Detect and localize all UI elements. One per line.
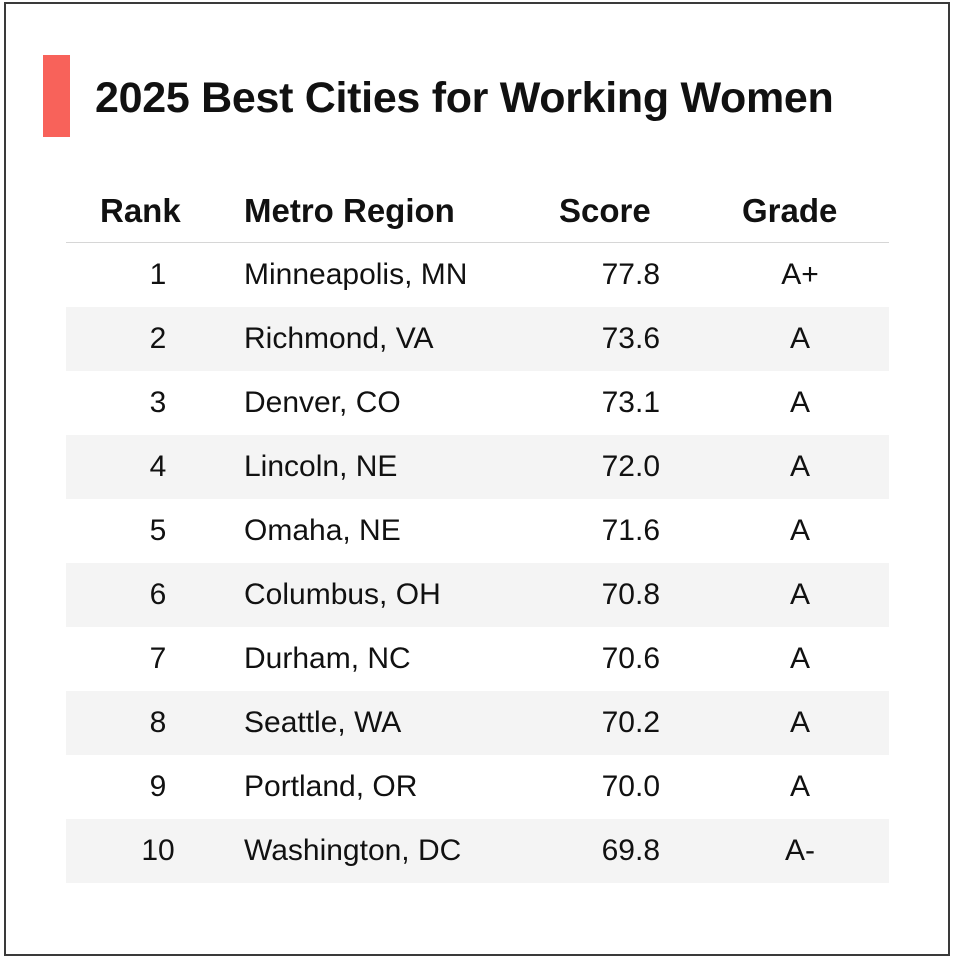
score-cell: 71.6	[601, 514, 660, 547]
metro-region-cell: Minneapolis, MN	[244, 258, 468, 291]
score-cell: 77.8	[601, 258, 660, 291]
metro-region-cell: Omaha, NE	[244, 514, 401, 547]
grade-cell: A-	[785, 834, 815, 867]
grade-cell: A	[789, 770, 810, 803]
rank-cell: 2	[149, 322, 167, 355]
table-row: 10 Washington, DC 69.8 A-	[66, 819, 889, 883]
rank-cell: 8	[149, 706, 167, 739]
rank-cell: 9	[149, 770, 167, 803]
grade-cell: A	[789, 642, 810, 675]
score-cell: 70.0	[601, 770, 660, 803]
metro-region-cell: Seattle, WA	[244, 706, 402, 739]
grade-cell: A	[789, 322, 810, 355]
rank-cell: 6	[149, 578, 167, 611]
grade-cell: A	[789, 386, 810, 419]
score-cell: 70.2	[601, 706, 660, 739]
table-row: 9 Portland, OR 70.0 A	[66, 755, 889, 819]
table-row: 7 Durham, NC 70.6 A	[66, 627, 889, 691]
score-cell: 69.8	[601, 834, 660, 867]
table-body: 1 Minneapolis, MN 77.8 A+ 2 Richmond, VA 73.6 A…	[66, 243, 889, 883]
column-header-metro-region: Metro Region	[244, 192, 455, 229]
table-row: 6 Columbus, OH 70.8 A	[66, 563, 889, 627]
grade-cell: A	[789, 514, 810, 547]
metro-region-cell: Durham, NC	[244, 642, 411, 675]
metro-region-cell: Washington, DC	[244, 834, 462, 867]
rank-cell: 10	[141, 834, 175, 867]
table-row: 8 Seattle, WA 70.2 A	[66, 691, 889, 755]
score-cell: 73.1	[601, 386, 660, 419]
table-row: 2 Richmond, VA 73.6 A	[66, 307, 889, 371]
rank-cell: 5	[149, 514, 167, 547]
metro-region-cell: Portland, OR	[244, 770, 418, 803]
chart-title: 2025 Best Cities for Working Women	[95, 74, 834, 122]
score-cell: 73.6	[601, 322, 660, 355]
table-header: Rank Metro Region Score Grade	[66, 180, 889, 243]
rank-cell: 3	[149, 386, 167, 419]
ranking-table: Rank Metro Region Score Grade 1 Minneapol…	[66, 180, 889, 883]
metro-region-cell: Denver, CO	[244, 386, 401, 419]
column-header-rank: Rank	[100, 192, 181, 229]
grade-cell: A	[789, 578, 810, 611]
grade-cell: A+	[781, 258, 819, 291]
rank-cell: 1	[149, 258, 167, 291]
score-cell: 70.8	[601, 578, 660, 611]
score-cell: 72.0	[601, 450, 660, 483]
rank-cell: 7	[149, 642, 167, 675]
metro-region-cell: Richmond, VA	[244, 322, 434, 355]
rank-cell: 4	[149, 450, 167, 483]
metro-region-cell: Lincoln, NE	[244, 450, 398, 483]
table-row: 5 Omaha, NE 71.6 A	[66, 499, 889, 563]
metro-region-cell: Columbus, OH	[244, 578, 441, 611]
title-accent-bar	[43, 55, 70, 137]
table-row: 4 Lincoln, NE 72.0 A	[66, 435, 889, 499]
score-cell: 70.6	[601, 642, 660, 675]
table-row: 3 Denver, CO 73.1 A	[66, 371, 889, 435]
column-header-grade: Grade	[742, 192, 838, 229]
grade-cell: A	[789, 450, 810, 483]
grade-cell: A	[789, 706, 810, 739]
table-row: 1 Minneapolis, MN 77.8 A+	[66, 243, 889, 307]
column-header-score: Score	[559, 192, 651, 229]
